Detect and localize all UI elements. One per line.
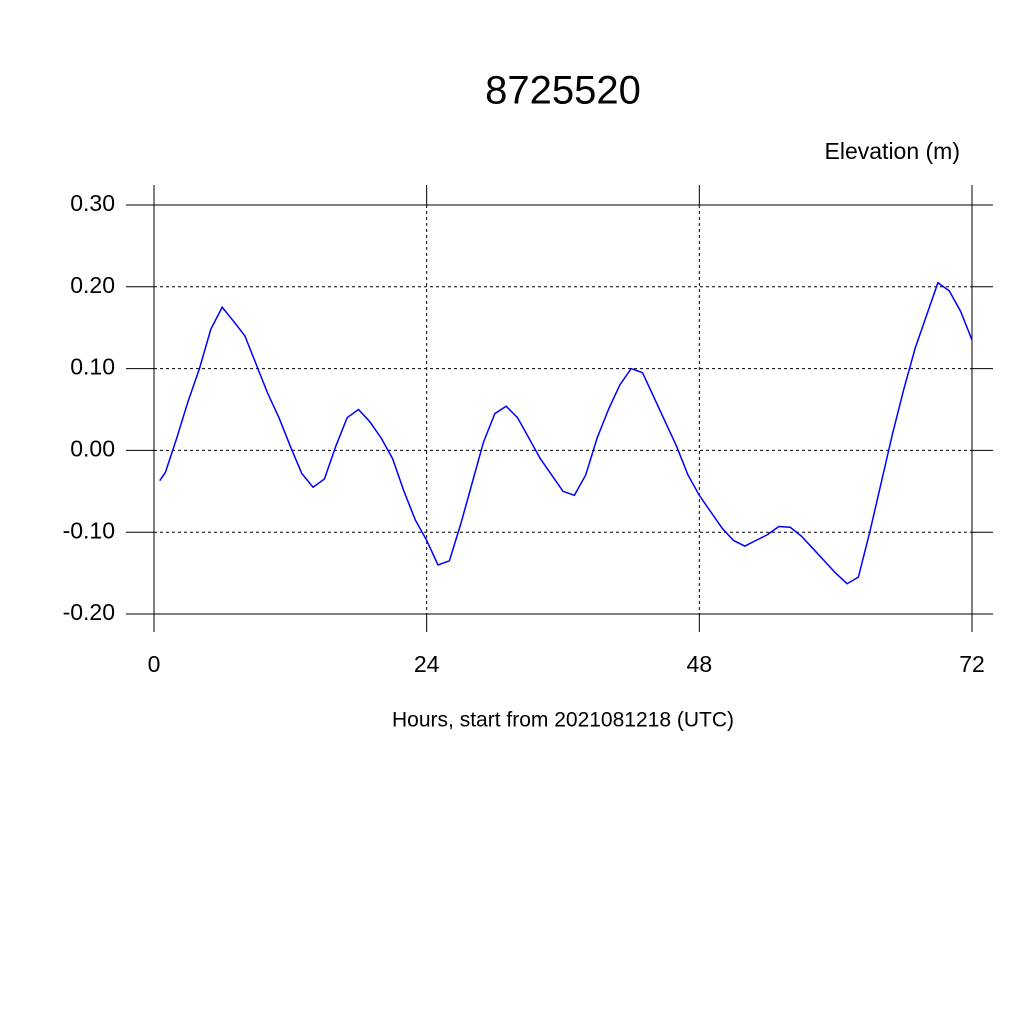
chart-title: 8725520 [485,69,641,113]
y-tick-label: -0.10 [63,517,115,543]
x-tick-label: 24 [414,651,440,677]
data-line [159,281,973,585]
x-tick-label: 72 [959,651,985,677]
y-tick-label: 0.30 [70,190,115,216]
x-tick-label: 48 [687,651,713,677]
y-tick-label: 0.20 [70,272,115,298]
x-axis-label: Hours, start from 2021081218 (UTC) [392,709,734,732]
y-tick-label: 0.00 [70,435,115,461]
y-tick-label: -0.20 [63,599,115,625]
plot-frame [153,204,973,615]
y-axis-label: Elevation (m) [825,138,960,164]
x-tick-label: 0 [148,651,161,677]
y-tick-label: 0.10 [70,354,115,380]
